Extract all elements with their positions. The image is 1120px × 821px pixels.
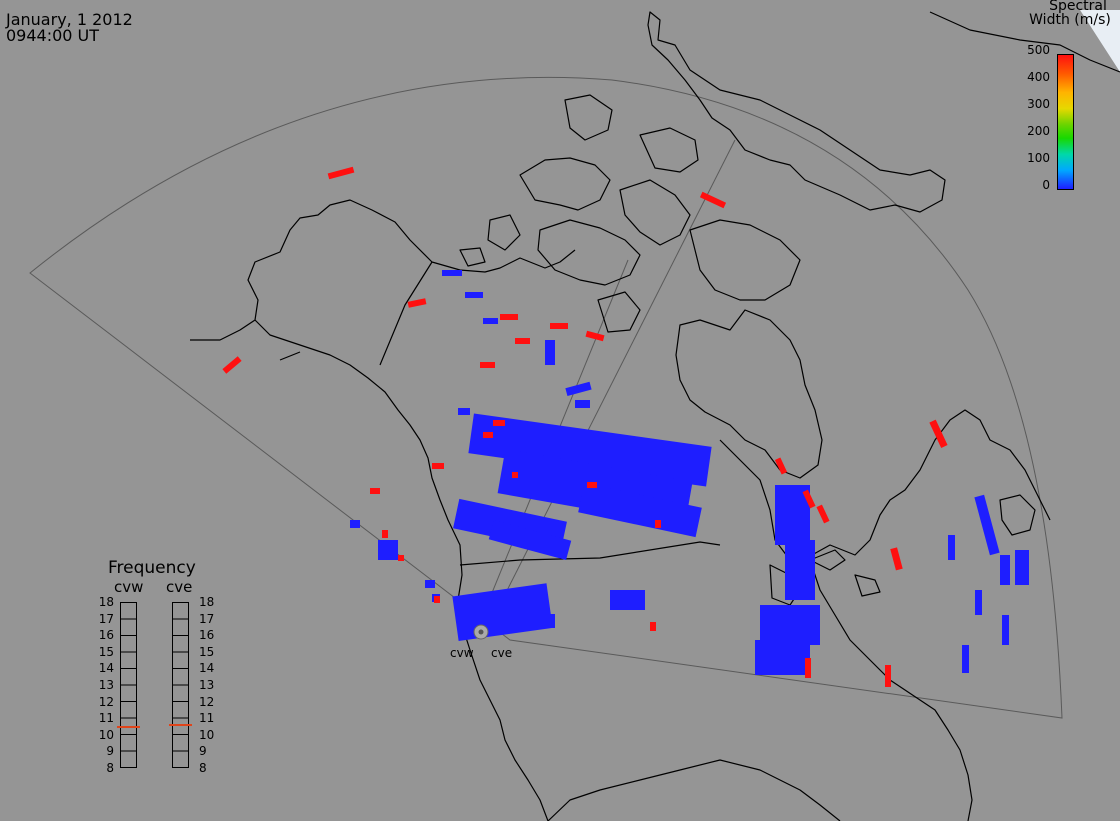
coastlines bbox=[190, 11, 1120, 821]
frequency-scale-label-right: 18 bbox=[199, 595, 215, 609]
frequency-gauge-cvw bbox=[120, 602, 137, 768]
scatter-red bbox=[222, 166, 948, 687]
frequency-scale-label-right: 16 bbox=[199, 628, 215, 643]
frequency-scale-label-left: 11 bbox=[98, 711, 114, 726]
frequency-scale-label-right: 10 bbox=[199, 727, 215, 742]
frequency-title: Frequency bbox=[108, 558, 196, 578]
frequency-radar-label: cve bbox=[166, 578, 193, 596]
frequency-scale-label-right: 8 bbox=[199, 761, 207, 775]
frequency-gauge-cve bbox=[172, 602, 189, 768]
frequency-marker-cve bbox=[169, 723, 192, 726]
frequency-scale-label-left: 18 bbox=[98, 595, 114, 609]
frequency-scale-label-right: 11 bbox=[199, 711, 215, 726]
frequency-scale-label-right: 15 bbox=[199, 644, 215, 659]
time-label: 0944:00 UT bbox=[6, 26, 100, 45]
frequency-scale-label-right: 17 bbox=[199, 611, 215, 626]
map-corner bbox=[1080, 10, 1120, 72]
date-label: January, 1 2012 bbox=[6, 10, 133, 29]
frequency-scale-label-right: 14 bbox=[199, 661, 215, 676]
frequency-scale-label-left: 10 bbox=[98, 727, 114, 742]
frequency-scale-label-left: 14 bbox=[98, 661, 114, 676]
radar-site-marker bbox=[473, 624, 489, 640]
frequency-scale-label-left: 15 bbox=[98, 644, 114, 659]
radar-label-cve: cve bbox=[491, 646, 513, 660]
frequency-scale-label-left: 8 bbox=[106, 761, 114, 775]
colorbar-tick: 100 bbox=[1027, 151, 1050, 165]
frequency-scale-label-left: 16 bbox=[98, 628, 114, 643]
colorbar bbox=[1057, 54, 1074, 190]
frequency-scale-label-right: 12 bbox=[199, 694, 215, 709]
colorbar-tick: 400 bbox=[1027, 70, 1050, 84]
colorbar-tick: 500 bbox=[1027, 43, 1050, 57]
radar-label-cvw: cvw bbox=[450, 646, 474, 660]
scatter-blue bbox=[350, 270, 1029, 675]
frequency-scale-label-right: 9 bbox=[199, 744, 207, 759]
colorbar-tick: 300 bbox=[1027, 97, 1050, 111]
frequency-scale-label-left: 13 bbox=[98, 678, 114, 692]
frequency-radar-label: cvw bbox=[114, 578, 144, 596]
frequency-scale-label-left: 12 bbox=[98, 694, 114, 709]
frequency-marker-cvw bbox=[117, 725, 140, 728]
frequency-scale-label-left: 17 bbox=[98, 611, 114, 626]
colorbar-tick: 200 bbox=[1027, 124, 1050, 138]
colorbar-title: Spectral bbox=[1049, 0, 1107, 14]
colorbar-tick: 0 bbox=[1042, 178, 1050, 192]
frequency-scale-label-right: 13 bbox=[199, 678, 215, 692]
colorbar-unit: Width (m/s) bbox=[1029, 12, 1111, 28]
frequency-scale-label-left: 9 bbox=[106, 744, 114, 759]
